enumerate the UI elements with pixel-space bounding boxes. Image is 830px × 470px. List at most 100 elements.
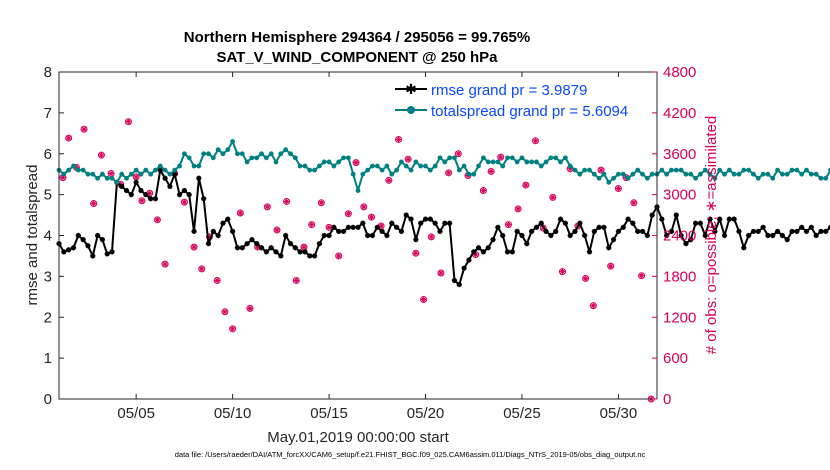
x-tick-label: 05/05 — [117, 405, 155, 422]
rmse-point — [664, 232, 670, 239]
obs-assimilated-point — [247, 305, 253, 311]
obs-assimilated-point — [214, 277, 220, 284]
obs-possible-point — [479, 187, 487, 195]
obs-assimilated-point — [162, 261, 168, 267]
obs-possible-point — [246, 304, 254, 312]
rmse-point — [567, 232, 573, 239]
rmse-point — [577, 220, 583, 226]
totalspread-point — [746, 167, 752, 173]
totalspread-point — [683, 171, 689, 177]
totalspread-point — [389, 171, 395, 177]
rmse-point — [591, 228, 597, 235]
legend-spread-marker — [407, 106, 415, 114]
rmse-point — [659, 216, 665, 222]
rmse-point — [239, 245, 245, 251]
obs-assimilated-point — [147, 190, 153, 196]
totalspread-point — [191, 163, 197, 169]
obs-assimilated-point — [405, 156, 411, 162]
x-tick-label: 05/25 — [503, 405, 541, 422]
totalspread-point — [307, 167, 313, 173]
rmse-point — [688, 236, 694, 243]
totalspread-point — [230, 139, 236, 144]
totalspread-point — [572, 167, 578, 173]
rmse-point — [697, 220, 704, 226]
totalspread-point — [799, 171, 805, 177]
obs-possible-point — [638, 272, 646, 280]
totalspread-point — [384, 163, 390, 169]
obs-assimilated-point — [498, 154, 504, 160]
rmse-point — [393, 224, 400, 230]
totalspread-point — [403, 163, 409, 169]
rmse-point — [774, 228, 781, 235]
obs-possible-point — [385, 176, 393, 184]
obs-assimilated-point — [133, 174, 139, 180]
obs-possible-point — [352, 159, 360, 167]
y-tick-label: 0 — [44, 391, 52, 408]
totalspread-point — [698, 171, 703, 177]
obs-assimilated-point — [309, 222, 315, 228]
totalspread-point — [558, 159, 563, 165]
obs-possible-point — [630, 199, 638, 207]
rmse-point — [70, 245, 77, 251]
rmse-point — [176, 192, 183, 198]
totalspread-point — [167, 171, 173, 177]
rmse-point — [196, 175, 202, 181]
rmse-point — [475, 245, 482, 251]
totalspread-point — [693, 175, 698, 181]
obs-possible-point — [497, 153, 505, 161]
rmse-point — [456, 281, 462, 288]
rmse-point — [442, 220, 448, 226]
obs-possible-point — [454, 150, 462, 158]
obs-possible-point — [412, 249, 420, 257]
obs-assimilated-point — [206, 234, 213, 240]
rmse-point — [331, 224, 337, 230]
rmse-point — [553, 228, 559, 235]
totalspread-point — [297, 163, 303, 169]
obs-assimilated-point — [125, 119, 132, 125]
totalspread-point — [722, 171, 727, 177]
rmse-point — [750, 228, 757, 235]
rmse-point — [138, 187, 144, 194]
totalspread-point — [659, 167, 665, 173]
rmse-point — [726, 216, 732, 222]
legend-rmse-marker: ✱ — [405, 81, 417, 97]
rmse-point — [104, 251, 110, 257]
totalspread-point — [437, 155, 443, 161]
rmse-point — [249, 236, 255, 243]
rmse-point — [818, 228, 824, 235]
totalspread-point — [548, 155, 554, 161]
totalspread-point — [591, 171, 597, 177]
totalspread-point — [562, 155, 568, 161]
totalspread-point — [220, 151, 226, 157]
totalspread-point — [509, 155, 515, 161]
rmse-point — [794, 228, 800, 235]
totalspread-point — [312, 167, 317, 173]
obs-assimilated-point — [480, 187, 486, 194]
rmse-point — [181, 187, 187, 194]
y-tick-label: 6 — [44, 146, 52, 163]
obs-possible-point — [292, 276, 300, 284]
totalspread-point — [365, 167, 371, 173]
totalspread-point — [196, 163, 202, 169]
obs-possible-point — [236, 209, 244, 217]
totalspread-point — [669, 167, 674, 173]
rmse-point — [157, 167, 163, 173]
obs-possible-point — [190, 243, 198, 251]
obs-possible-point — [514, 205, 522, 213]
obs-possible-point — [614, 184, 622, 192]
obs-assimilated-point — [66, 135, 72, 141]
totalspread-point — [717, 167, 723, 173]
rmse-point — [736, 228, 742, 235]
y2-tick-label: 0 — [663, 391, 671, 408]
totalspread-point — [765, 171, 771, 177]
obs-assimilated-point — [222, 309, 228, 315]
obs-assimilated-point — [395, 136, 402, 143]
rmse-point — [808, 224, 814, 230]
totalspread-point — [606, 179, 612, 185]
totalspread-point — [172, 167, 178, 173]
obs-possible-point — [607, 262, 615, 270]
rmse-point — [712, 228, 718, 235]
rmse-point — [254, 241, 260, 247]
obs-possible-point — [504, 221, 512, 229]
rmse-point — [557, 216, 564, 222]
